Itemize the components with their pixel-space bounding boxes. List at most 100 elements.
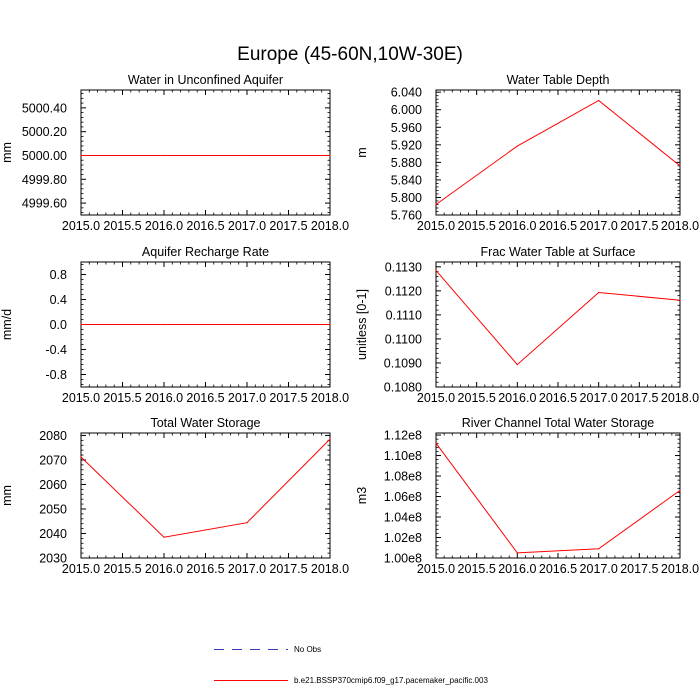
data-point [679,489,681,491]
y-tick-label: 5000.20 [22,125,67,139]
chart-panel-2: Water Table Depth m 2015.0 2015.5 2016.0 2016… [355,73,699,233]
y-axis-label: m3 [355,487,369,504]
plot-frame [435,261,681,388]
panel-title: Aquifer Recharge Rate [142,245,269,259]
data-point [598,291,600,294]
x-tick-label: 2017.0 [228,219,266,233]
data-point [679,299,681,301]
y-axis-label: mm/d [0,309,14,340]
x-tick-label: 2015.0 [417,562,455,576]
y-tick-label: 5.760 [391,209,422,223]
x-tick-label: 2016.0 [145,219,183,233]
x-tick-label: 2017.0 [580,391,618,405]
x-tick-label: 2017.0 [228,391,266,405]
panel-title: Water Table Depth [507,73,610,87]
x-tick-label: 2015.5 [103,219,141,233]
data-point [246,154,248,157]
data-point [163,536,165,538]
data-point [598,99,600,102]
data-point [246,522,248,524]
x-tick-label: 2017.5 [269,562,307,576]
x-tick-label: 2018.0 [661,391,699,405]
data-point [679,165,681,167]
figure-title: Europe (45-60N,10W-30E) [237,44,463,65]
x-tick-label: 2016.0 [145,562,183,576]
y-tick-label: 5000.00 [22,149,67,163]
y-axis-label: m [355,147,369,157]
x-tick-label: 2017.0 [228,562,266,576]
y-tick-label: 0.1130 [385,260,422,274]
y-tick-label: 1.12e8 [384,429,422,443]
panel-title: Total Water Storage [150,416,260,430]
y-tick-label: 2070 [39,453,67,467]
plot-frame [80,89,331,216]
x-tick-label: 2015.0 [417,219,455,233]
x-tick-label: 2017.5 [620,562,658,576]
plot-frame [435,432,681,559]
x-tick-label: 2015.5 [458,562,496,576]
y-tick-label: 2080 [39,429,67,443]
y-tick-label: 5.960 [391,121,422,135]
x-tick-label: 2016.5 [539,391,577,405]
plot-frame [435,89,681,216]
y-tick-label: -0.8 [45,368,67,382]
legend-obs-label: No Obs [294,645,321,654]
y-tick-label: 5.880 [391,156,422,170]
chart-panel-3: Aquifer Recharge Rate mm/d 2015.0 2015.5 201… [0,245,349,405]
panel-title: Water in Unconfined Aquifer [128,73,283,87]
x-tick-label: 2018.0 [661,562,699,576]
y-tick-label: 1.02e8 [384,531,422,545]
y-tick-label: 1.08e8 [384,470,422,484]
data-point [329,154,331,157]
data-point [80,456,82,458]
x-tick-label: 2017.5 [620,219,658,233]
y-tick-label: 6.040 [391,86,422,100]
x-tick-label: 2016.0 [498,391,536,405]
x-tick-label: 2017.5 [620,391,658,405]
series-line [435,442,681,554]
data-point [329,438,331,440]
data-point [516,552,518,554]
y-tick-label: 4999.60 [22,197,67,211]
x-tick-label: 2015.5 [103,562,141,576]
x-tick-label: 2015.0 [417,391,455,405]
y-tick-label: 2050 [39,502,67,516]
y-tick-label: 0.4 [50,293,67,307]
y-tick-label: 2030 [39,552,67,566]
y-tick-label: 4999.80 [22,173,67,187]
y-tick-label: 5.840 [391,173,422,187]
x-tick-label: 2017.5 [269,391,307,405]
y-axis-label: unitless [0-1] [355,289,369,360]
x-tick-label: 2015.0 [62,562,100,576]
y-tick-label: 6.000 [391,103,422,117]
x-tick-label: 2017.0 [580,562,618,576]
x-tick-label: 2015.5 [458,219,496,233]
y-tick-label: -0.4 [45,343,67,357]
chart-panel-1: Water in Unconfined Aquifer mm 2015.0 2015.… [0,73,349,233]
y-tick-label: 0.1090 [384,356,422,370]
x-tick-label: 2018.0 [311,562,349,576]
y-tick-label: 2040 [39,527,67,541]
y-tick-label: 0.1110 [386,308,422,322]
y-tick-label: 0.0 [50,318,67,332]
data-point [329,323,331,326]
data-point [598,548,600,550]
x-tick-label: 2016.0 [145,391,183,405]
x-tick-label: 2017.5 [269,219,307,233]
panel-title: River Channel Total Water Storage [462,416,655,430]
plot-frame [80,432,331,559]
panel-title: Frac Water Table at Surface [481,245,636,259]
y-tick-label: 1.06e8 [384,490,422,504]
data-point [435,442,437,444]
y-tick-label: 5.920 [391,138,422,152]
y-tick-label: 0.1100 [385,332,422,346]
chart-panel-4: Frac Water Table at Surface unitless [0-1… [355,245,699,405]
y-tick-label: 1.10e8 [384,449,422,463]
y-tick-label: 0.1120 [385,284,422,298]
y-axis-label: mm [0,142,14,163]
y-tick-label: 0.1080 [384,381,422,395]
data-point [516,364,518,366]
x-tick-label: 2016.5 [186,391,224,405]
